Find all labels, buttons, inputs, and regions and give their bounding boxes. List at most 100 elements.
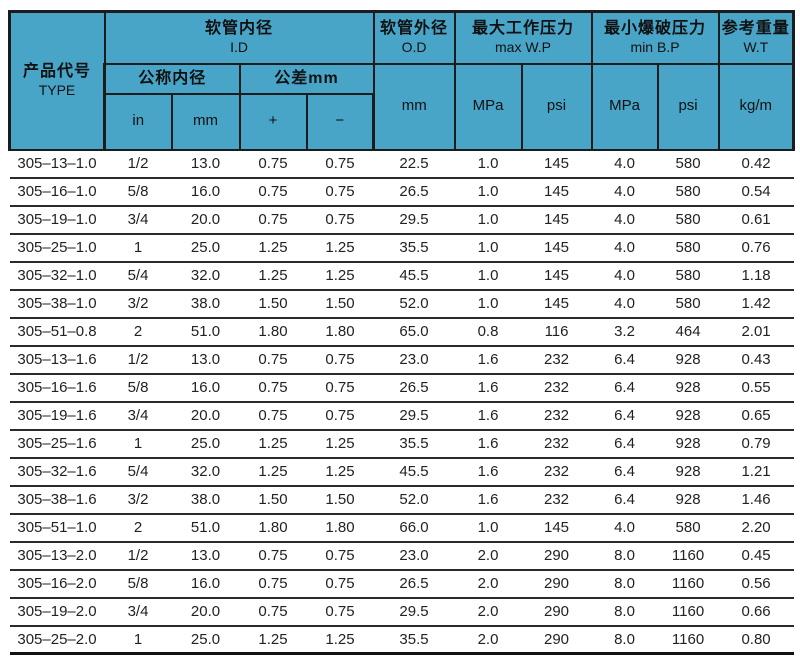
table-row: 305–13–2.0 1/2 13.0 0.75 0.75 23.0 2.0 290 8.0 11… [9,541,794,571]
header-row-3: in mm + − [10,92,794,151]
table-cell: 0.75 [306,597,374,627]
table-cell: 6.4 [591,485,658,515]
table-cell: 26.5 [373,373,455,403]
table-cell: 0.56 [718,569,794,599]
table-cell: 16.0 [171,373,240,403]
table-cell: 20.0 [171,401,240,431]
table-cell: 5/8 [104,177,172,207]
table-row: 305–38–1.0 3/2 38.0 1.50 1.50 52.0 1.0 145 4.0 58… [9,289,794,319]
table-cell: 580 [657,149,719,179]
table-cell: 1.0 [454,149,522,179]
table-cell: 6.4 [591,401,658,431]
header-bp-zh: 最小爆破压力 [604,20,707,37]
cell-product-code: 305–25–1.6 [9,429,105,459]
table-cell: 116 [521,317,592,347]
table-cell: 16.0 [171,177,240,207]
table-cell: 1.25 [239,625,307,655]
table-cell: 38.0 [171,485,240,515]
table-cell: 0.75 [239,401,307,431]
table-cell: 2.0 [454,625,522,655]
cell-product-code: 305–13–1.6 [9,345,105,375]
table-cell: 1.25 [306,457,374,487]
header-tolerance-minus: − [305,92,376,151]
header-tolerance: 公差mm [238,62,375,95]
header-wp-mpa-unit: MPa [453,62,523,151]
header-unit-mm: mm [170,92,241,151]
table-cell: 1160 [657,597,719,627]
table-row: 305–25–1.6 1 25.0 1.25 1.25 35.5 1.6 232 6.4 928 0… [9,429,794,459]
table-cell: 0.75 [239,177,307,207]
table-cell: 0.75 [239,597,307,627]
table-cell: 0.43 [718,345,794,375]
table-cell: 232 [521,457,592,487]
table-cell: 1.0 [454,261,522,291]
table-cell: 0.80 [718,625,794,655]
table-cell: 3/2 [104,289,172,319]
table-cell: 25.0 [171,233,240,263]
table-cell: 145 [521,289,592,319]
table-cell: 1.0 [454,289,522,319]
table-cell: 1.25 [239,233,307,263]
table-cell: 8.0 [591,625,658,655]
table-cell: 1.25 [306,429,374,459]
table-cell: 580 [657,513,719,543]
table-cell: 26.5 [373,177,455,207]
table-cell: 6.4 [591,457,658,487]
table-cell: 8.0 [591,541,658,571]
table-cell: 232 [521,485,592,515]
cell-product-code: 305–32–1.6 [9,457,105,487]
table-cell: 8.0 [591,569,658,599]
table-cell: 1.25 [306,625,374,655]
header-wp-en: max W.P [495,39,552,55]
cell-product-code: 305–32–1.0 [9,261,105,291]
header-bp-en: min B.P [630,39,680,55]
table-cell: 0.75 [306,345,374,375]
table-cell: 0.75 [306,401,374,431]
table-cell: 1.80 [239,513,307,543]
header-inner-diameter: 软管内径 I.D [103,10,375,65]
table-cell: 145 [521,261,592,291]
table-cell: 0.75 [239,205,307,235]
header-row-1: 产品代号 TYPE 软管内径 I.D 软管外径 O.D 最大工作压力 max W… [8,10,796,151]
header-wt-zh: 参考重量 [721,20,790,37]
header-type-zh: 产品代号 [22,63,91,80]
table-cell: 145 [521,177,592,207]
table-cell: 290 [521,541,592,571]
table-cell: 2 [104,513,172,543]
table-cell: 1.50 [306,485,374,515]
table-cell: 3/4 [104,205,172,235]
table-cell: 52.0 [373,485,455,515]
table-cell: 0.75 [306,569,374,599]
table-cell: 22.5 [373,149,455,179]
table-cell: 20.0 [171,205,240,235]
table-cell: 0.75 [306,373,374,403]
cell-product-code: 305–16–1.6 [9,373,105,403]
table-cell: 1.80 [306,513,374,543]
table-cell: 1 [104,429,172,459]
table-cell: 2.20 [718,513,794,543]
table-cell: 16.0 [171,569,240,599]
table-cell: 232 [521,429,592,459]
table-cell: 45.5 [373,261,455,291]
table-cell: 1.25 [306,233,374,263]
header-nominal-label: 公称内径 [138,69,207,87]
table-cell: 25.0 [171,625,240,655]
table-cell: 4.0 [591,233,658,263]
header-wp-zh: 最大工作压力 [472,20,575,37]
table-row: 305–19–1.0 3/4 20.0 0.75 0.75 29.5 1.0 145 4.0 58… [9,205,794,235]
table-cell: 0.45 [718,541,794,571]
table-row: 305–19–1.6 3/4 20.0 0.75 0.75 29.5 1.6 232 6.4 92… [9,401,794,431]
table-row: 305–13–1.6 1/2 13.0 0.75 0.75 23.0 1.6 232 6.4 92… [9,345,794,375]
table-cell: 65.0 [373,317,455,347]
table-cell: 1.0 [454,513,522,543]
header-wt-unit: kg/m [717,62,796,151]
table-cell: 0.75 [306,177,374,207]
table-cell: 1.6 [454,485,522,515]
table-cell: 0.54 [718,177,794,207]
header-outer-diameter: 软管外径 O.D [372,10,456,65]
table-cell: 1160 [657,569,719,599]
table-cell: 51.0 [171,317,240,347]
table-cell: 1160 [657,625,719,655]
header-max-working-pressure: 最大工作压力 max W.P [453,10,593,65]
cell-product-code: 305–51–0.8 [9,317,105,347]
